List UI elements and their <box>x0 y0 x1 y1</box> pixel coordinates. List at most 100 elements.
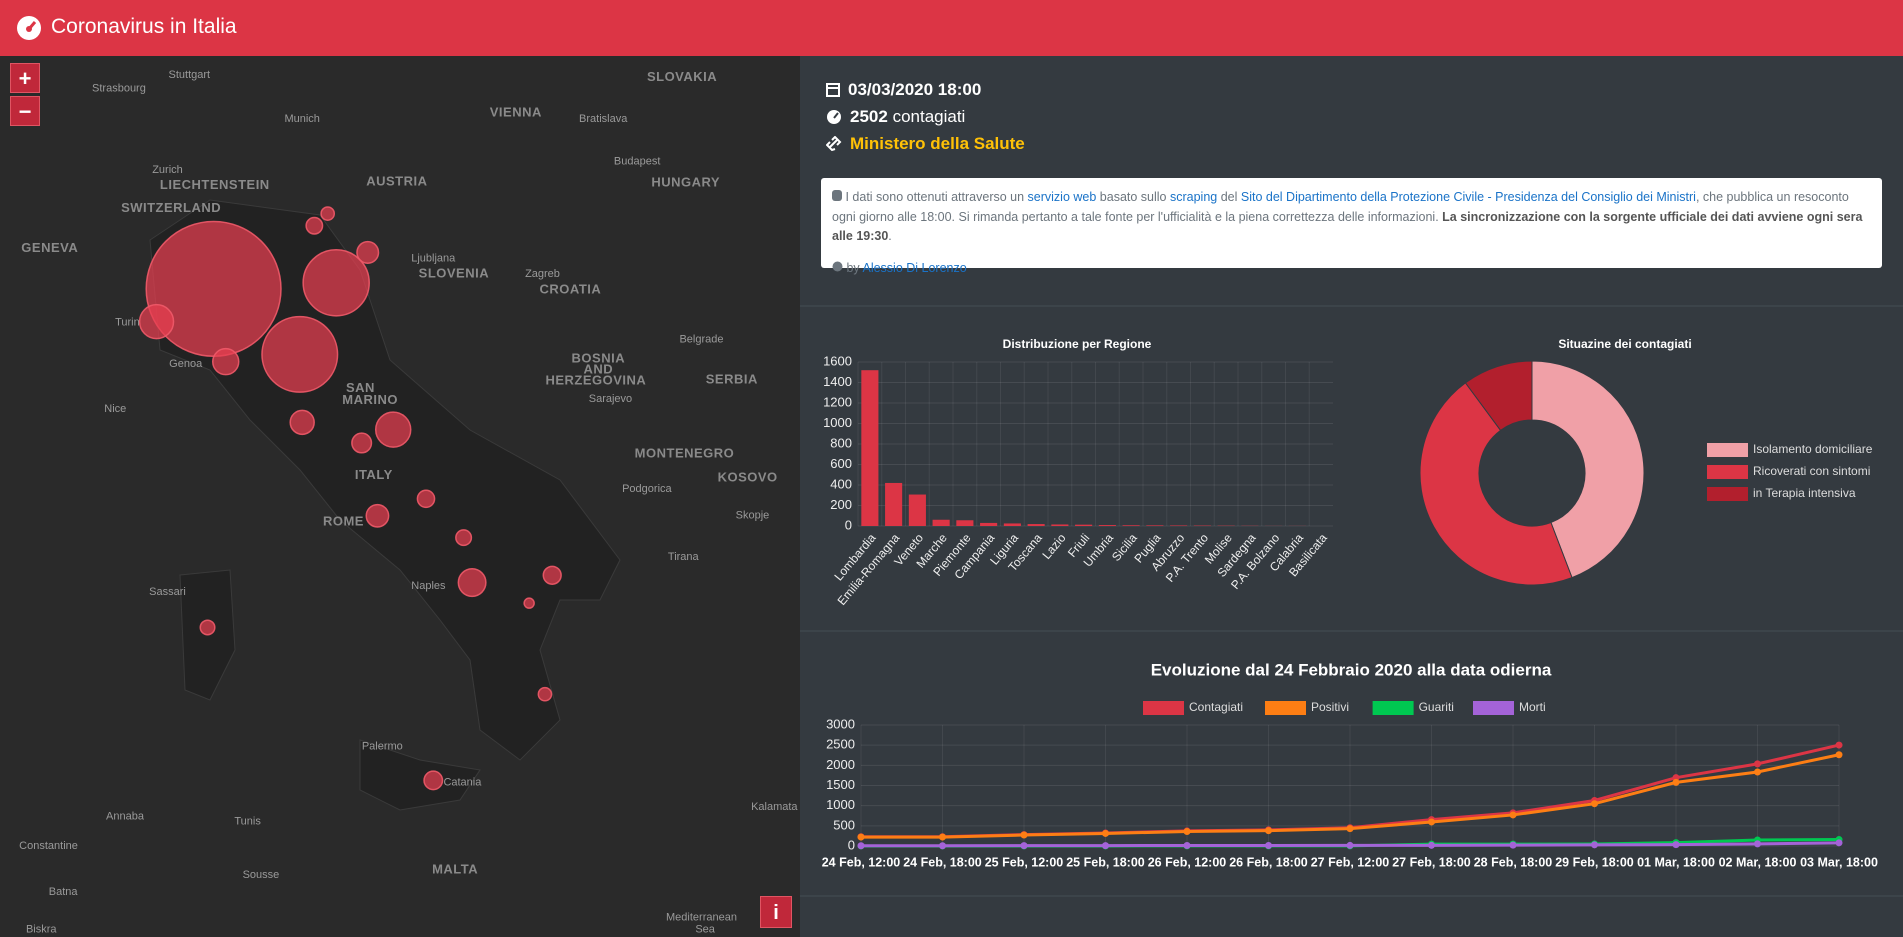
map-land <box>359 739 481 811</box>
city-label: Bratislava <box>579 113 628 125</box>
legend-label: Morti <box>1519 700 1546 714</box>
region-circle <box>365 503 390 528</box>
series-point <box>1428 841 1435 849</box>
count: 2502 <box>850 107 888 126</box>
country-label: HUNGARY <box>651 175 720 190</box>
city-label: Sarajevo <box>589 393 632 405</box>
city-label: Strasbourg <box>92 83 146 95</box>
series-point <box>1591 800 1598 808</box>
bar <box>1098 525 1116 526</box>
x-tick-label: 27 Feb, 12:00 <box>1311 855 1390 869</box>
series-point <box>1020 831 1028 839</box>
series-point <box>939 842 946 850</box>
info-segment: basato sullo <box>1096 190 1170 204</box>
header: Coronavirus in Italia <box>0 0 1903 56</box>
region-circle <box>457 568 487 598</box>
legend-label: Positivi <box>1311 700 1349 714</box>
zoom-in-button[interactable]: + <box>10 63 40 93</box>
series-point <box>1754 768 1761 776</box>
x-tick-label: 24 Feb, 12:00 <box>822 855 901 869</box>
x-tick-label: 26 Feb, 12:00 <box>1148 855 1227 869</box>
info-box: I dati sono ottenuti attraverso un servi… <box>821 178 1882 275</box>
credit-by: by <box>846 260 860 275</box>
city-label: Sousse <box>243 869 280 881</box>
chart-title: Situazine dei contagiati <box>1558 337 1691 351</box>
y-tick-label: 2000 <box>826 757 855 772</box>
series-point <box>1835 741 1843 749</box>
country-label: SLOVAKIA <box>647 69 717 84</box>
bar <box>1075 524 1093 526</box>
doughnut-segment <box>1531 360 1645 579</box>
city-label: Mediterranean <box>666 911 737 923</box>
series-point <box>1346 825 1354 833</box>
city-label: Catania <box>443 777 482 789</box>
city-label: Biskra <box>26 924 57 936</box>
bar <box>1170 525 1188 526</box>
database-icon <box>832 190 842 201</box>
x-tick-label: 25 Feb, 12:00 <box>985 855 1064 869</box>
info-link[interactable]: scraping <box>1169 190 1218 204</box>
series-point <box>1346 841 1354 849</box>
country-label: KOSOVO <box>718 470 778 485</box>
country-label: HERZEGOVINA <box>545 373 646 388</box>
series-point <box>1183 828 1191 836</box>
app-title: Coronavirus in Italia <box>51 15 237 38</box>
info-text: I dati sono ottenuti attraverso un servi… <box>832 188 1871 247</box>
legend-swatch <box>1707 465 1748 479</box>
legend-swatch <box>1707 443 1748 457</box>
y-tick-label: 500 <box>833 817 855 832</box>
x-tick-label: 03 Mar, 18:00 <box>1800 855 1878 869</box>
region-circle <box>374 411 412 448</box>
legend-swatch <box>1143 701 1184 715</box>
info-segment: La sincronizzazione con la sorgente uffi… <box>832 209 1863 244</box>
series-point <box>1591 841 1598 849</box>
series-point <box>1428 818 1435 826</box>
country-label: MONTENEGRO <box>635 445 735 460</box>
city-label: Ljubljana <box>411 252 456 264</box>
info-segment: del <box>1217 190 1241 204</box>
source-link[interactable]: Ministero della Salute <box>850 134 1025 153</box>
info-button[interactable]: i <box>760 896 792 928</box>
bar <box>861 370 879 526</box>
series-point <box>1835 751 1843 759</box>
country-label: SAN <box>346 380 375 395</box>
region-circle <box>455 529 473 547</box>
series-point <box>1509 841 1517 849</box>
zoom-out-button[interactable]: − <box>10 96 40 126</box>
series-point <box>1754 760 1761 768</box>
legend-swatch <box>1372 701 1414 715</box>
legend-label: Ricoverati con sintomi <box>1753 464 1870 478</box>
country-label: AND <box>583 362 613 377</box>
country-label: VIENNA <box>490 104 542 119</box>
series-point <box>1754 840 1761 848</box>
summary: 03/03/2020 18:00 2502 contagiati Ministe… <box>826 76 1025 157</box>
x-tick-label: 28 Feb, 18:00 <box>1474 855 1553 869</box>
bar <box>1122 525 1140 526</box>
y-tick-label: 1400 <box>823 374 852 389</box>
y-tick-label: 0 <box>848 837 855 852</box>
y-tick-label: 1500 <box>826 777 855 792</box>
city-label: Naples <box>411 580 446 592</box>
y-tick-label: 3000 <box>826 716 855 731</box>
calendar-icon <box>826 83 840 97</box>
map-layer: Stuttgart Strasbourg Munich VIENNA Bratislav… <box>19 69 798 935</box>
series-point <box>1509 811 1517 819</box>
bar <box>1146 525 1164 526</box>
legend-swatch <box>1707 487 1748 501</box>
city-label: Annaba <box>106 811 145 823</box>
series-point <box>1102 829 1109 837</box>
info-link[interactable]: servizio web <box>1027 190 1097 204</box>
region-circle <box>416 489 436 509</box>
country-label: BOSNIA <box>572 351 626 366</box>
info-segment: I dati sono ottenuti attraverso un <box>842 190 1028 204</box>
info-link[interactable]: Sito del Dipartimento della Protezione C… <box>1240 190 1696 204</box>
country-label: LIECHTENSTEIN <box>160 177 270 192</box>
author-link[interactable]: Alessio Di Lorenzo <box>862 260 967 275</box>
y-tick-label: 1000 <box>826 797 855 812</box>
region-circle <box>261 315 339 393</box>
link-icon <box>826 136 842 151</box>
y-tick-label: 1600 <box>823 353 852 368</box>
x-tick-label: 27 Feb, 18:00 <box>1392 855 1471 869</box>
city-label: Zagreb <box>525 268 560 280</box>
